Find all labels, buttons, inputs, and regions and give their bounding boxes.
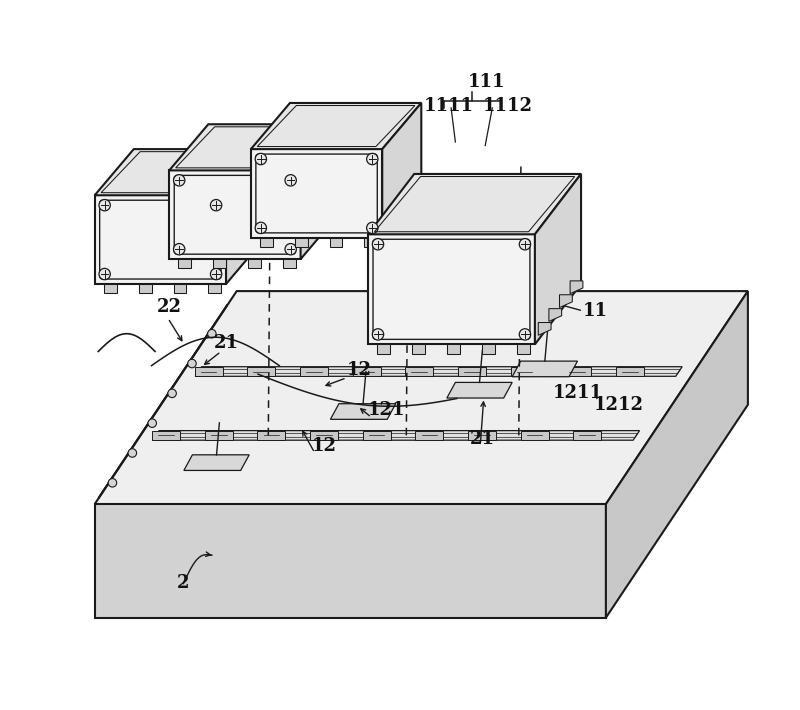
Polygon shape: [226, 149, 265, 284]
Polygon shape: [247, 367, 275, 376]
Polygon shape: [248, 259, 261, 268]
Text: 22: 22: [157, 298, 182, 317]
Text: 1212: 1212: [594, 396, 644, 415]
Polygon shape: [521, 431, 549, 440]
Circle shape: [128, 449, 137, 457]
Text: 12: 12: [346, 361, 372, 379]
Polygon shape: [563, 367, 591, 376]
Polygon shape: [535, 174, 581, 344]
Polygon shape: [310, 431, 338, 440]
Polygon shape: [549, 309, 562, 322]
Polygon shape: [606, 291, 748, 618]
Polygon shape: [378, 344, 390, 354]
Polygon shape: [538, 322, 551, 335]
Polygon shape: [214, 259, 226, 268]
Polygon shape: [94, 291, 748, 504]
Polygon shape: [368, 234, 535, 344]
Circle shape: [519, 329, 530, 340]
Circle shape: [174, 244, 185, 255]
Polygon shape: [301, 124, 340, 259]
Polygon shape: [138, 284, 151, 293]
Polygon shape: [447, 383, 512, 398]
Polygon shape: [152, 431, 180, 440]
Polygon shape: [406, 367, 434, 376]
Polygon shape: [415, 431, 443, 440]
Text: 11: 11: [583, 302, 608, 320]
Polygon shape: [94, 504, 606, 618]
Polygon shape: [616, 367, 644, 376]
Circle shape: [519, 239, 530, 250]
Circle shape: [99, 200, 110, 211]
Text: 21: 21: [214, 334, 239, 352]
Polygon shape: [510, 367, 538, 376]
Text: 1112: 1112: [483, 97, 533, 116]
Polygon shape: [174, 284, 186, 293]
Polygon shape: [94, 149, 265, 195]
Polygon shape: [458, 367, 486, 376]
Text: 121: 121: [368, 401, 406, 420]
Text: 1211: 1211: [553, 383, 602, 402]
Circle shape: [188, 359, 196, 368]
Polygon shape: [153, 430, 639, 440]
Polygon shape: [365, 238, 378, 247]
Polygon shape: [382, 103, 422, 238]
Polygon shape: [447, 344, 460, 354]
Polygon shape: [412, 344, 425, 354]
Polygon shape: [517, 344, 530, 354]
Polygon shape: [295, 238, 308, 247]
Circle shape: [210, 268, 222, 280]
Polygon shape: [205, 431, 233, 440]
Circle shape: [366, 222, 378, 234]
Polygon shape: [300, 367, 328, 376]
Polygon shape: [251, 149, 382, 238]
Text: 2: 2: [176, 574, 189, 592]
Circle shape: [255, 222, 266, 234]
Polygon shape: [184, 455, 249, 471]
Polygon shape: [330, 404, 396, 420]
Polygon shape: [468, 431, 496, 440]
Polygon shape: [574, 431, 602, 440]
Polygon shape: [170, 170, 301, 259]
Text: 21: 21: [470, 430, 494, 448]
Polygon shape: [353, 367, 381, 376]
Circle shape: [372, 239, 384, 250]
Polygon shape: [260, 238, 273, 247]
Circle shape: [372, 329, 384, 340]
Polygon shape: [368, 174, 581, 234]
Polygon shape: [94, 195, 226, 284]
Text: 1111: 1111: [423, 97, 474, 116]
Polygon shape: [208, 284, 221, 293]
Circle shape: [210, 200, 222, 211]
Polygon shape: [195, 366, 682, 376]
Polygon shape: [482, 344, 495, 354]
Text: 12: 12: [311, 437, 336, 455]
Polygon shape: [104, 284, 117, 293]
Circle shape: [99, 268, 110, 280]
Polygon shape: [178, 259, 191, 268]
Circle shape: [108, 479, 117, 487]
Circle shape: [366, 153, 378, 165]
Circle shape: [168, 389, 176, 398]
Polygon shape: [283, 259, 296, 268]
Polygon shape: [258, 431, 286, 440]
Circle shape: [148, 419, 157, 427]
Polygon shape: [170, 124, 340, 170]
Circle shape: [285, 244, 296, 255]
Circle shape: [207, 329, 216, 338]
Polygon shape: [559, 295, 572, 307]
Circle shape: [285, 175, 296, 186]
Polygon shape: [512, 361, 578, 377]
Circle shape: [255, 153, 266, 165]
Circle shape: [174, 175, 185, 186]
Text: 111: 111: [467, 72, 505, 91]
Polygon shape: [330, 238, 342, 247]
Polygon shape: [251, 103, 422, 149]
Polygon shape: [362, 431, 390, 440]
Polygon shape: [194, 367, 222, 376]
Polygon shape: [570, 281, 583, 294]
